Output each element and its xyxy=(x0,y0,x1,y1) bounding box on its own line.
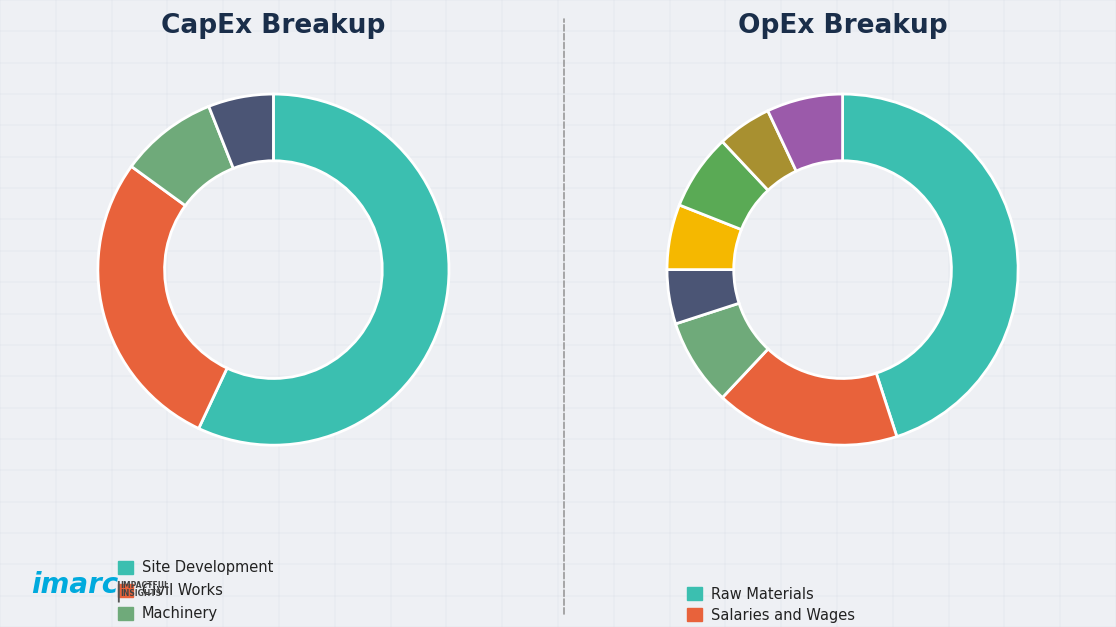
Wedge shape xyxy=(667,205,741,270)
Title: OpEx Breakup: OpEx Breakup xyxy=(738,14,947,40)
Wedge shape xyxy=(768,94,843,171)
Text: INSIGHTS: INSIGHTS xyxy=(121,589,162,598)
Wedge shape xyxy=(843,94,1018,436)
Wedge shape xyxy=(209,94,273,169)
Wedge shape xyxy=(667,270,739,324)
Legend: Raw Materials, Salaries and Wages, Taxes, Utility, Transportation, Overheads, De: Raw Materials, Salaries and Wages, Taxes… xyxy=(683,582,859,627)
Wedge shape xyxy=(675,303,768,398)
Text: imarc: imarc xyxy=(31,571,118,599)
Wedge shape xyxy=(722,349,897,445)
Wedge shape xyxy=(132,107,233,206)
Wedge shape xyxy=(98,166,227,428)
Wedge shape xyxy=(680,142,768,229)
Text: IMPACTFUL: IMPACTFUL xyxy=(121,581,170,590)
Title: CapEx Breakup: CapEx Breakup xyxy=(161,14,386,40)
Wedge shape xyxy=(199,94,449,445)
Wedge shape xyxy=(722,111,796,190)
Text: |: | xyxy=(114,581,122,603)
Legend: Site Development, Civil Works, Machinery, Others: Site Development, Civil Works, Machinery… xyxy=(114,556,278,627)
